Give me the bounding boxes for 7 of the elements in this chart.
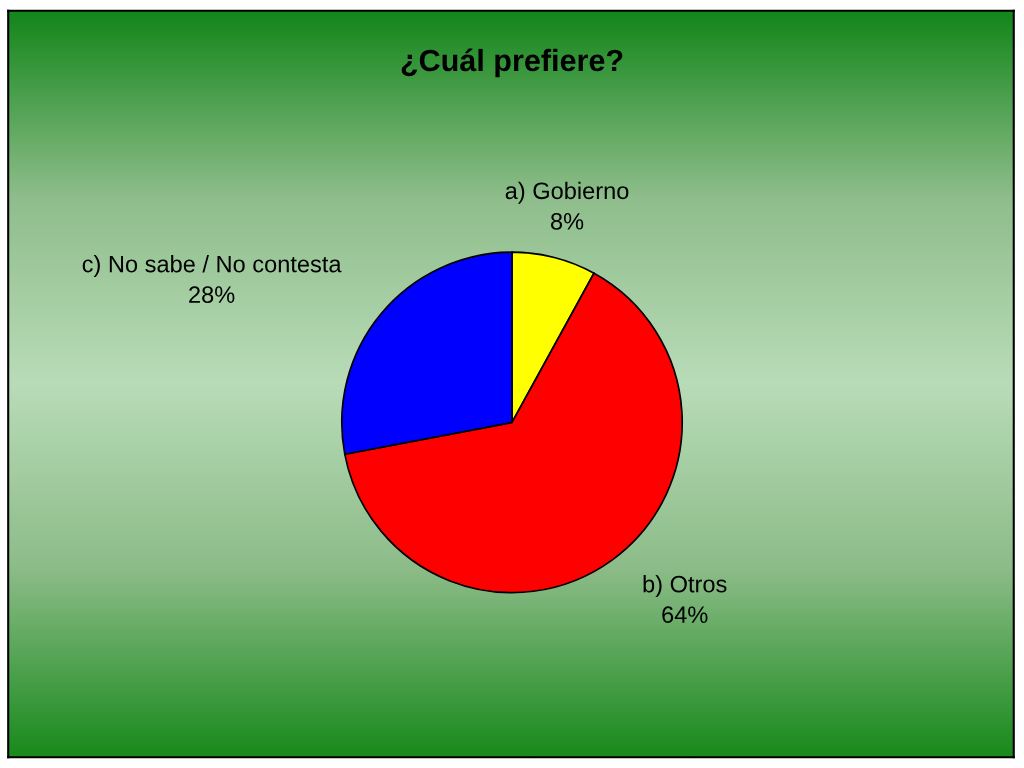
slice-label: b) Otros xyxy=(643,575,727,598)
data-label: 64% xyxy=(662,606,708,624)
slice-label: c) No sabe / No contesta xyxy=(82,255,342,278)
slice-label: a) Gobierno xyxy=(505,181,629,204)
data-label: 28% xyxy=(189,286,235,303)
data-label: 8% xyxy=(550,212,584,230)
chart-title: ¿Cuál prefiere? xyxy=(401,48,623,78)
